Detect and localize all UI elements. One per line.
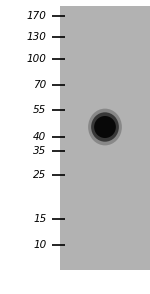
Bar [60,6,150,270]
Ellipse shape [94,116,116,138]
Text: 170: 170 [27,11,46,21]
Text: 15: 15 [33,214,46,224]
Text: 35: 35 [33,146,46,156]
Text: 55: 55 [33,105,46,115]
Text: 100: 100 [27,54,46,64]
Text: 25: 25 [33,170,46,180]
Text: 10: 10 [33,240,46,250]
Ellipse shape [88,109,122,146]
Text: 40: 40 [33,132,46,142]
Text: 70: 70 [33,80,46,90]
Text: 130: 130 [27,32,46,42]
Ellipse shape [91,112,119,142]
